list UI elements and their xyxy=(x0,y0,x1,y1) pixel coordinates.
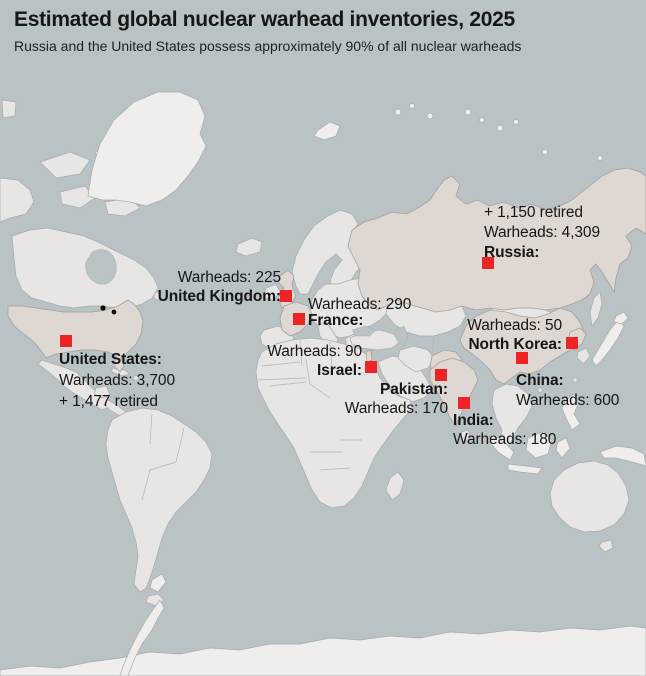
country-name: Russia: xyxy=(484,244,540,261)
warheads-count: Warheads: 50 xyxy=(467,317,562,334)
landmass-taiwan xyxy=(572,377,578,383)
marker-france-icon xyxy=(293,313,305,325)
marker-israel-icon xyxy=(365,361,377,373)
marker-united-states-icon xyxy=(60,335,72,347)
landmass-antarctic-peninsula xyxy=(119,599,165,676)
landmass-iran xyxy=(397,345,435,373)
landmass-new-guinea xyxy=(599,445,646,467)
landmass-united-states xyxy=(7,299,144,373)
landmass-greenland xyxy=(87,91,207,207)
label-pakistan: Pakistan: Warheads: 170 xyxy=(345,380,448,418)
label-north-korea: Warheads: 50 North Korea: xyxy=(467,316,562,354)
landmass-africa xyxy=(255,337,413,509)
retired-count: + 1,477 retired xyxy=(59,393,158,410)
landmass-arctic-islet xyxy=(542,149,548,155)
label-israel: Warheads: 90 Israel: xyxy=(267,342,362,380)
landmass-arctic-islet xyxy=(597,155,603,161)
landmass-iceland xyxy=(235,237,263,257)
landmass-newfoundland xyxy=(153,291,163,301)
warheads-count: Warheads: 4,309 xyxy=(484,224,600,241)
label-india: India: Warheads: 180 xyxy=(453,411,556,449)
country-name: France: xyxy=(308,312,364,329)
label-united-kingdom: Warheads: 225 United Kingdom: xyxy=(158,268,281,306)
country-name: India: xyxy=(453,412,494,429)
label-china: China: Warheads: 600 xyxy=(516,371,619,411)
border-lines-asia xyxy=(431,305,467,357)
landmass-antarctic-islet xyxy=(149,573,167,593)
landmass-alaska xyxy=(0,177,35,223)
landmass-sri-lanka xyxy=(459,429,471,443)
landmass-arctic-island xyxy=(59,185,96,209)
landmass-madagascar xyxy=(385,471,405,501)
landmass-arctic-islet xyxy=(464,108,472,116)
warheads-count: Warheads: 290 xyxy=(308,296,412,313)
warheads-count: Warheads: 90 xyxy=(267,343,362,360)
landmass-hispaniola xyxy=(133,375,139,381)
warheads-count: Warheads: 3,700 xyxy=(59,372,175,389)
label-united-states: United States: Warheads: 3,700 + 1,477 r… xyxy=(59,349,175,412)
landmass-antarctica xyxy=(0,625,646,676)
landmass-arctic-islet xyxy=(394,108,402,116)
landmass-israel xyxy=(365,349,373,363)
great-lake xyxy=(100,305,106,311)
marker-russia-icon xyxy=(482,257,494,269)
page-subtitle: Russia and the United States possess app… xyxy=(14,38,522,54)
landmass-south-korea xyxy=(576,347,591,365)
black-sea xyxy=(351,325,377,337)
hudson-bay xyxy=(85,249,117,285)
landmass-arctic-island xyxy=(39,151,91,179)
warheads-count: Warheads: 180 xyxy=(453,431,557,448)
landmass-java xyxy=(507,463,543,475)
landmass-south-america xyxy=(105,407,213,593)
landmass-arctic-islet xyxy=(496,124,504,132)
landmass-canada xyxy=(11,227,159,309)
warheads-count: Warheads: 600 xyxy=(516,392,620,409)
marker-pakistan-icon xyxy=(435,369,447,381)
landmass-russia xyxy=(347,167,646,313)
landmass-sakhalin xyxy=(589,291,603,327)
landmass-australia xyxy=(549,460,630,533)
landmass-arctic-islet xyxy=(409,103,415,109)
landmass-mexico xyxy=(37,359,113,411)
landmass-borneo xyxy=(525,431,553,459)
country-name: China: xyxy=(516,372,564,389)
landmass-china xyxy=(459,307,585,385)
warheads-count: Warheads: 225 xyxy=(177,269,281,286)
landmass-japan xyxy=(591,319,625,367)
caspian-sea xyxy=(393,325,409,347)
border-lines-south-america xyxy=(141,413,185,501)
landmass-indochina xyxy=(491,383,533,451)
marker-china-icon xyxy=(516,352,528,364)
warheads-count: Warheads: 170 xyxy=(344,400,448,417)
landmass-svalbard xyxy=(313,121,341,141)
marker-united-kingdom-icon xyxy=(280,290,292,302)
country-name: United States: xyxy=(59,351,162,368)
great-lake xyxy=(111,309,117,315)
marker-north-korea-icon xyxy=(566,337,578,349)
retired-count: + 1,150 retired xyxy=(484,204,583,221)
landmass-arctic-islet xyxy=(513,119,519,125)
landmass-arctic-islet xyxy=(479,117,485,123)
landmass-tasmania xyxy=(598,539,614,553)
landmass-philippines xyxy=(561,393,581,431)
landmass-hokkaido xyxy=(613,311,629,325)
landmass-sumatra xyxy=(487,433,515,461)
label-france: Warheads: 290 France: xyxy=(308,297,411,329)
country-name: Pakistan: xyxy=(379,381,448,398)
landmass-hainan xyxy=(537,387,543,393)
landmass-arctic-islet xyxy=(426,112,434,120)
marker-india-icon xyxy=(458,397,470,409)
country-name: North Korea: xyxy=(468,336,562,353)
border-lines-africa xyxy=(257,339,362,471)
page-title: Estimated global nuclear warhead invento… xyxy=(14,8,515,31)
landmass-sulawesi xyxy=(555,437,571,459)
landmass-yucatan xyxy=(93,385,111,399)
country-name: United Kingdom: xyxy=(157,288,281,305)
landmass-ireland xyxy=(263,283,281,301)
landmass-arctic-island xyxy=(1,99,17,119)
country-name: Israel: xyxy=(317,362,362,379)
label-russia: + 1,150 retired Warheads: 4,309 Russia: xyxy=(484,203,600,263)
